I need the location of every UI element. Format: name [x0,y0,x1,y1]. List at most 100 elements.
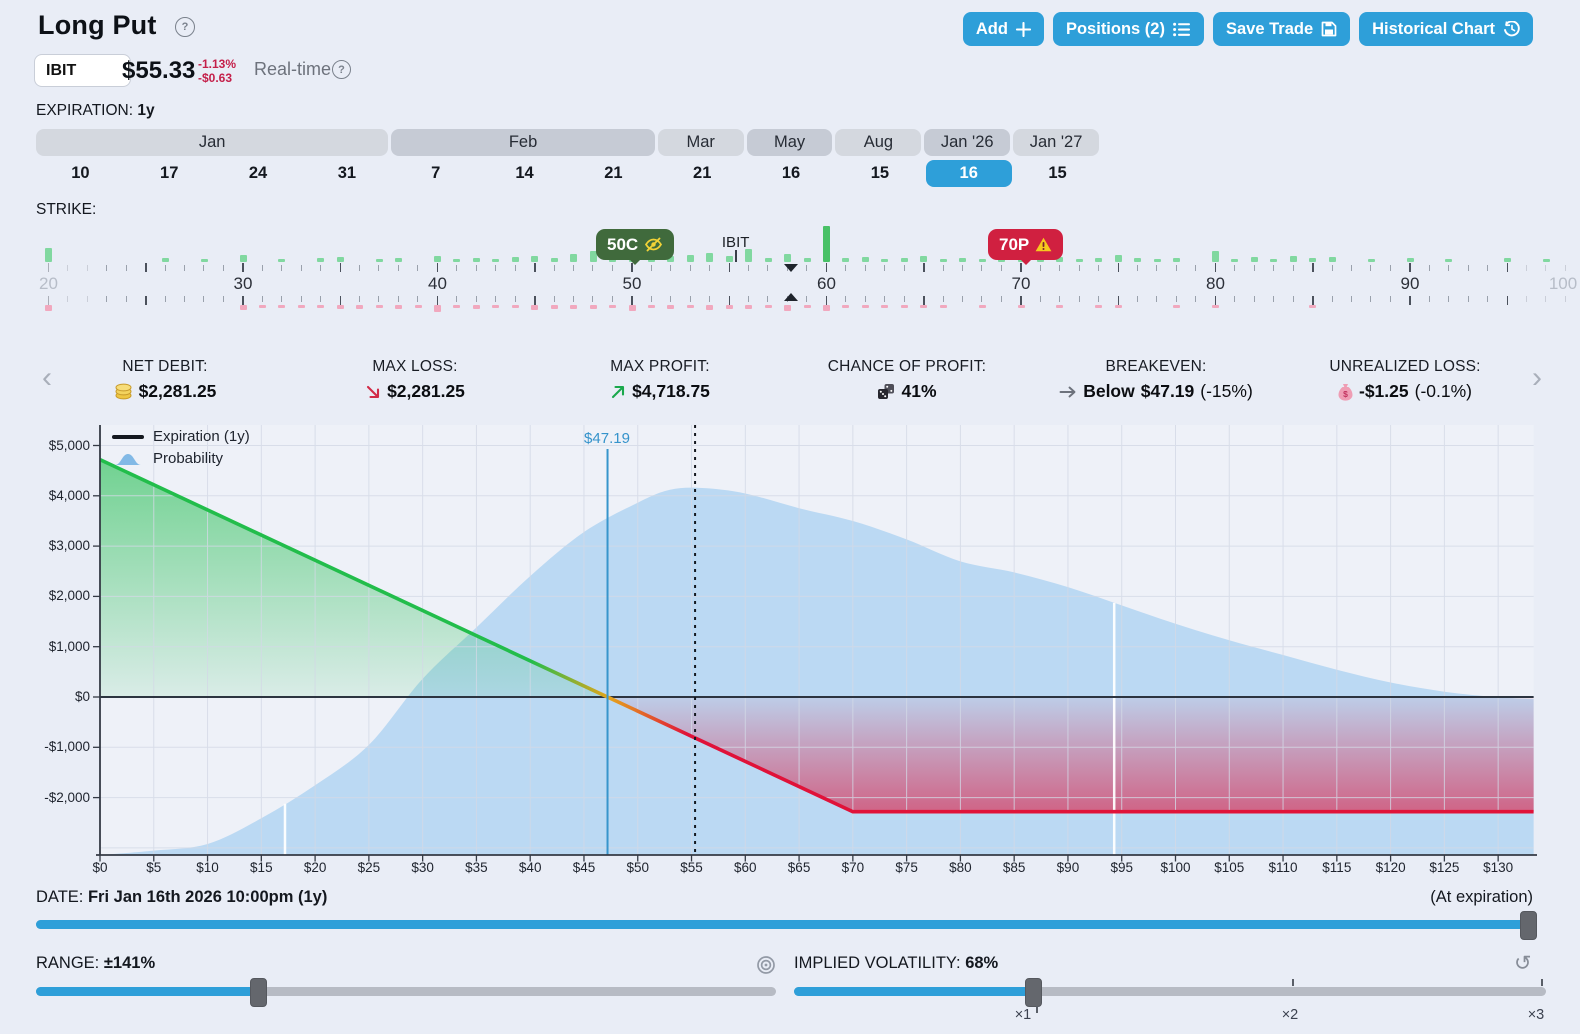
strike-tick [261,296,263,302]
strike-tick [1428,264,1430,271]
date-value: Fri Jan 16th 2026 10:00pm (1y) [87,888,328,906]
strike-tick [689,264,691,271]
expiration-date[interactable]: 7 [431,164,441,182]
expiration-date[interactable]: 16 [781,164,801,182]
strike-tick [339,296,342,305]
put-volume-bar [589,305,597,309]
strike-tick [961,264,963,271]
stat-unrealized-loss: UNREALIZED LOSS: $ -$1.25 (-0.1%) [1255,358,1555,402]
strike-tick [611,296,613,302]
strike-tick [320,296,322,302]
strike-tick [1234,264,1236,271]
legend-expiration: Expiration (1y) [112,428,250,445]
strike-tick [1370,296,1372,302]
stats-scroll-right-chevron[interactable]: › [1532,361,1542,394]
strike-tick [1487,296,1489,302]
expiration-date[interactable]: 10 [71,164,90,182]
feed-help-icon[interactable]: ? [332,60,351,79]
expiration-date[interactable]: 17 [160,164,179,182]
expiration-date[interactable]: 24 [248,164,268,182]
range-slider-handle[interactable] [250,978,267,1007]
iv-tick-x2 [1292,979,1294,986]
put-volume-bar [550,305,558,309]
x-axis-label: $80 [949,860,972,875]
x-axis-label: $125 [1429,860,1460,875]
expiration-month-pill[interactable]: Aug [835,129,922,156]
date-label-text: DATE: [36,888,84,906]
put-volume-bar [686,305,694,308]
expiration-month-pill[interactable]: Jan '27 [1013,129,1099,156]
historical-chart-button-label: Historical Chart [1372,19,1495,38]
range-slider-fill [36,987,258,996]
expiration-month-pill[interactable]: Mar [657,129,744,156]
expiration-date[interactable]: 31 [337,164,357,182]
expiration-date[interactable]: 21 [693,164,712,182]
strike-tick [592,296,594,302]
stats-scroll-left-chevron[interactable]: ‹ [42,361,52,394]
strike-tick [261,264,263,271]
symbol-input[interactable] [34,54,131,87]
breakeven-price-label: $47.19 [584,430,630,447]
call-volume-bar [1309,258,1317,262]
call-leg-badge[interactable]: 50C [596,229,675,260]
loss-area [607,697,1534,812]
positions-button[interactable]: Positions (2) [1052,12,1204,46]
iv-slider-handle[interactable] [1025,978,1042,1007]
strike-tick [1370,264,1372,271]
x-axis-label: $100 [1160,860,1191,875]
add-button[interactable]: Add [962,12,1044,46]
expiration-date[interactable]: 15 [870,164,890,182]
strike-tick [1350,264,1352,271]
iv-tick-x1 [1036,1006,1038,1013]
strike-tick [1000,296,1002,302]
save-trade-button[interactable]: Save Trade [1212,12,1351,46]
iv-slider[interactable] [794,987,1546,996]
date-slider[interactable] [36,920,1533,929]
expiration-month-pill[interactable]: Feb [391,129,655,156]
call-volume-bar [375,259,383,262]
iv-value: 68% [965,954,999,972]
historical-chart-button[interactable]: Historical Chart [1359,12,1533,46]
expiration-month-pill[interactable]: May [746,129,833,156]
expiration-date[interactable]: 15 [1048,164,1067,182]
range-slider[interactable] [36,987,776,996]
strike-drag-handle-down-arrow[interactable] [784,264,799,272]
date-slider-handle[interactable] [1520,911,1537,940]
call-volume-bar [570,254,578,262]
strike-tick [650,264,652,271]
strike-tick [748,264,749,271]
x-axis-label: $20 [303,860,327,875]
strike-tick [222,296,224,302]
x-axis-label: $120 [1375,860,1406,875]
expiration-date[interactable]: 14 [515,164,534,182]
strike-tick [1467,296,1469,302]
expiration-date[interactable]: 16 [925,160,1012,187]
strategy-help-icon[interactable]: ? [175,17,195,37]
strike-tick [145,263,147,272]
iv-reset-icon[interactable]: ↺ [1514,952,1532,975]
dice-icon [877,383,895,400]
strike-tick [339,263,342,272]
call-volume-bar [959,258,967,262]
save-trade-button-label: Save Trade [1225,19,1314,38]
strike-tick [1117,263,1120,272]
strike-tick [1214,263,1217,272]
positions-button-label: Positions (2) [1065,19,1165,38]
strike-drag-handle-up-arrow[interactable] [784,293,799,301]
strike-tick [923,296,925,305]
expiration-month-pill[interactable]: Jan [36,129,389,156]
stat-value: $2,281.25 [138,381,217,401]
put-volume-bar [939,305,947,308]
put-leg-badge[interactable]: 70P [988,229,1064,260]
put-volume-bar [900,305,908,308]
auto-range-target-icon[interactable] [756,955,776,975]
strike-tick [1078,264,1080,271]
y-axis-label: -$1,000 [44,739,90,755]
call-volume-bar [764,258,772,262]
strike-tick [709,296,711,302]
strike-tick [1214,296,1217,305]
expiration-month-pill[interactable]: Jan '26 [924,129,1011,156]
strike-tick [1331,264,1333,271]
strike-tick [572,264,574,271]
expiration-date[interactable]: 21 [604,164,623,182]
